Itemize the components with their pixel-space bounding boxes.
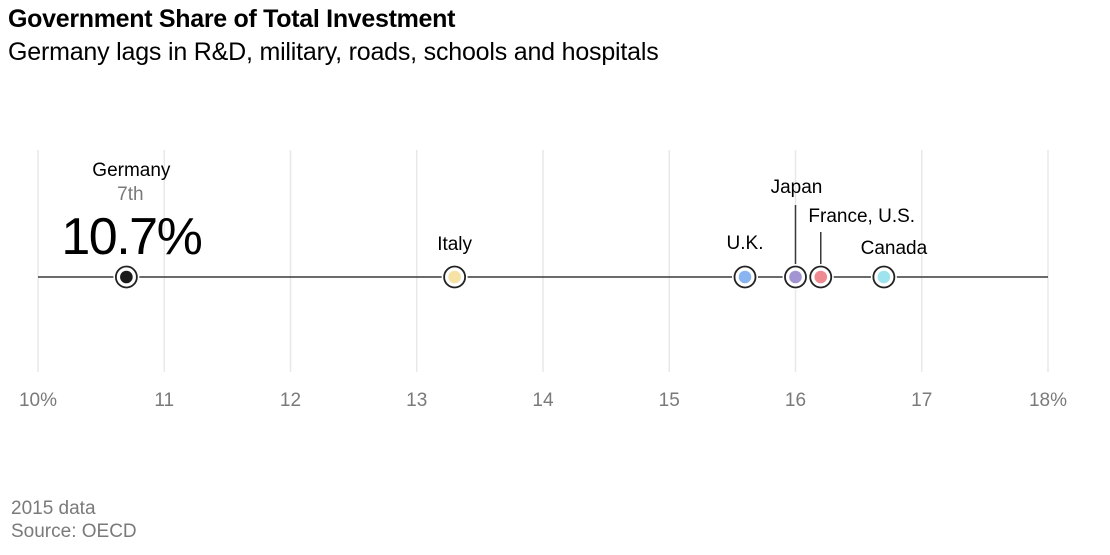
highlight-value-label: 10.7% [61, 208, 201, 266]
markers [113, 264, 897, 290]
x-tick-label: 17 [911, 390, 932, 411]
data-point-marker [782, 264, 809, 290]
x-tick-label: 13 [406, 390, 427, 411]
marker-dot [738, 270, 752, 284]
x-tick-label: 18% [1029, 390, 1067, 411]
data-point-marker [113, 264, 140, 290]
marker-dot [814, 270, 828, 284]
source-note: Source: OECD [11, 521, 137, 542]
point-label: Canada [861, 238, 928, 259]
data-point-marker [441, 264, 468, 290]
rank-label: 7th [117, 184, 143, 205]
marker-dot [448, 270, 461, 284]
data-point-marker [870, 264, 897, 290]
chart-subtitle: Germany lags in R&D, military, roads, sc… [8, 38, 659, 66]
marker-dot [120, 270, 133, 284]
point-label: U.K. [727, 233, 764, 254]
x-tick-label: 14 [532, 390, 554, 411]
marker-dot [789, 270, 802, 284]
x-tick-label: 11 [154, 390, 174, 411]
point-labels: Germany 7th 10.7% Italy U.K. Japan France, U.S… [61, 160, 927, 266]
x-tick-label: 12 [280, 390, 301, 411]
marker-dot [877, 270, 891, 284]
chart-title: Government Share of Total Investment [8, 5, 456, 33]
x-tick-label: 16 [785, 390, 806, 411]
x-tick-label: 10% [19, 390, 57, 411]
point-label: Germany [92, 160, 171, 181]
point-label: Italy [437, 234, 472, 255]
dot-plot-chart: Germany 7th 10.7% Italy U.K. Japan France, U.S… [19, 150, 1067, 411]
x-tick-labels: 10% 11 12 13 14 15 16 17 18% [19, 390, 1067, 411]
label-leaders [794, 205, 822, 266]
data-point-marker [732, 264, 758, 290]
point-label: France, U.S. [808, 206, 915, 227]
data-point-marker [807, 264, 834, 290]
point-label: Japan [771, 177, 823, 198]
x-tick-label: 15 [659, 390, 680, 411]
data-note: 2015 data [11, 498, 96, 519]
